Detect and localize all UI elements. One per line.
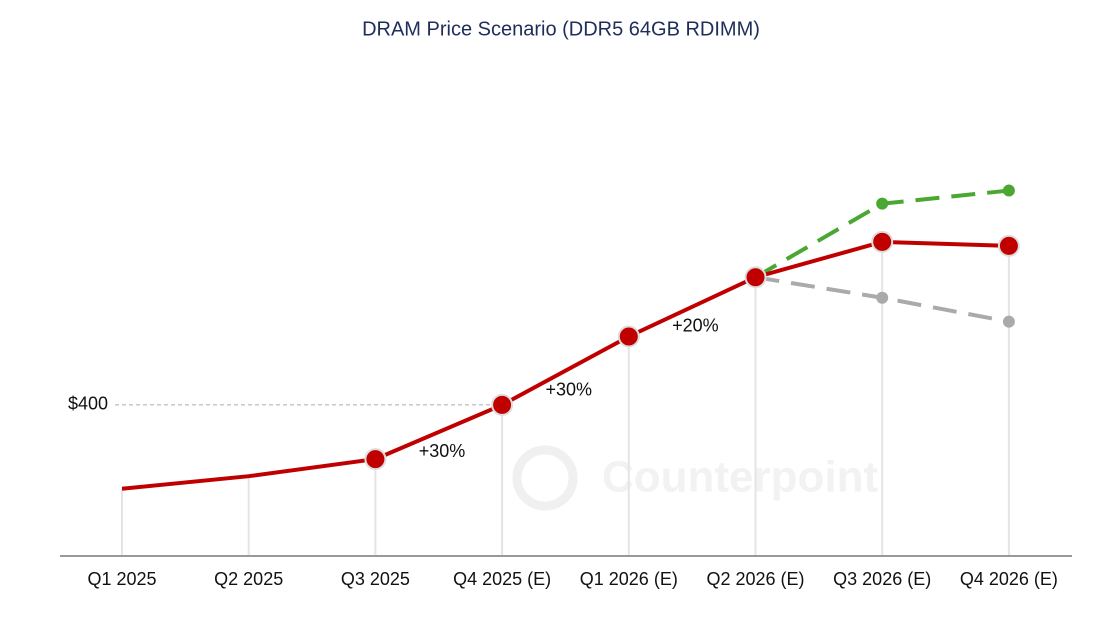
point-marker [364,448,387,471]
point-marker [1002,315,1015,328]
annotation: +20% [672,316,719,336]
annotation: +30% [545,379,592,399]
point-marker [876,291,889,304]
annotation: +30% [419,441,466,461]
x-tick-label: Q3 2026 (E) [833,569,931,589]
x-tick-label: Q4 2025 (E) [453,569,551,589]
x-tick-label: Q1 2026 (E) [580,569,678,589]
point-marker [871,230,894,253]
point-marker [997,234,1020,257]
x-tick-label: Q2 2025 [214,569,283,589]
point-marker [1002,184,1015,197]
x-tick-label: Q3 2025 [341,569,410,589]
x-tick-label: Q2 2026 (E) [706,569,804,589]
point-marker [491,393,514,416]
point-marker [744,266,767,289]
line-series [121,239,1009,491]
point-marker [617,325,640,348]
x-tick-label: Q1 2025 [87,569,156,589]
x-tick-label: Q4 2026 (E) [960,569,1058,589]
point-marker [876,197,889,210]
y-tick-label: $400 [68,394,108,414]
watermark-logo [512,445,578,511]
chart-title: DRAM Price Scenario (DDR5 64GB RDIMM) [362,18,760,40]
watermark: Counterpoint [602,453,879,502]
